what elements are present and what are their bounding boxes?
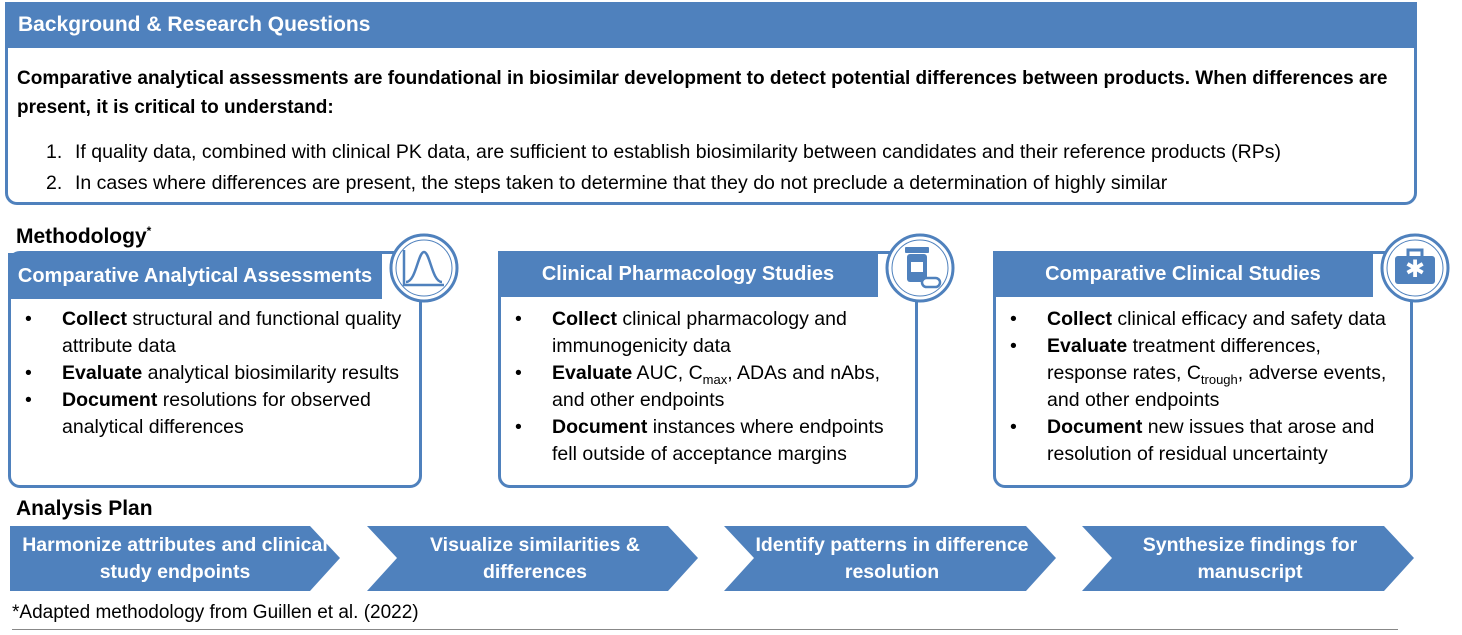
methodology-heading: Methodology* (16, 224, 151, 249)
bullet-verb: Collect (1047, 308, 1113, 330)
card-icon (885, 233, 955, 303)
question-list: 1. If quality data, combined with clinica… (46, 137, 1406, 199)
bullet-text: AUC, C (632, 362, 703, 384)
icon-case (1395, 256, 1435, 284)
card-icon: ✱ (1380, 233, 1450, 303)
icon-label (911, 262, 923, 272)
icon-cap (905, 247, 929, 253)
item-number: 1. (46, 141, 63, 163)
bullet-verb: Document (1047, 416, 1143, 438)
method-card (8, 251, 422, 488)
icon (402, 250, 444, 287)
bullet: Document instances where endpoints fell … (515, 414, 905, 468)
bullet-text: instances where endpoints fell outside o… (552, 416, 884, 465)
bullet-text: new issues that arose and resolution of … (1047, 416, 1375, 465)
bullet-text: clinical efficacy and safety data (1112, 308, 1386, 330)
bullet: Document resolutions for observed analyt… (25, 387, 409, 441)
card-title: Comparative Clinical Studies (993, 251, 1373, 297)
bullet-verb: Evaluate (1047, 335, 1128, 357)
card-bullets: Collect clinical pharmacology and immuno… (515, 306, 905, 468)
bullet: Collect clinical efficacy and safety dat… (1010, 306, 1400, 333)
icon-pill (920, 276, 942, 289)
subscript: trough (1200, 371, 1238, 387)
methodology-title: Methodology (16, 225, 147, 248)
step-label: Identify patterns in difference resoluti… (755, 534, 1029, 583)
step-label: Visualize similarities & differences (430, 534, 640, 583)
step-label: Synthesize findings for manuscript (1142, 534, 1358, 583)
analysis-title: Analysis Plan (16, 497, 153, 520)
bullet: Evaluate analytical biosimilarity result… (25, 360, 409, 387)
icon: ✱ (1395, 248, 1435, 284)
bullet: Evaluate AUC, Cmax, ADAs and nAbs, and o… (515, 360, 905, 414)
card-title: Comparative Analytical Assessments (8, 253, 382, 299)
background-intro: Comparative analytical assessments are f… (17, 68, 1388, 118)
card-icon (389, 233, 459, 303)
bullet-verb: Evaluate (62, 362, 143, 384)
chevron (724, 526, 1056, 591)
chevron (367, 526, 698, 591)
analysis-arrows (10, 526, 1414, 591)
question-item: 2. In cases where differences are present… (46, 168, 1406, 199)
chevron (1082, 526, 1414, 591)
icon-inner (395, 239, 453, 297)
bullet: Collect structural and functional qualit… (25, 306, 409, 360)
step-label: Harmonize attributes and clinical study … (22, 534, 328, 583)
chevron (10, 526, 340, 591)
bullet-verb: Document (62, 389, 158, 411)
icon-axis (402, 250, 444, 287)
item-text: In cases where differences are present, … (75, 172, 1168, 194)
footnote: *Adapted methodology from Guillen et al.… (12, 602, 419, 623)
methodology-mark: * (146, 224, 152, 238)
background-title: Background & Research Questions (5, 2, 1417, 48)
item-number: 2. (46, 172, 63, 194)
bullet: Evaluate treatment differences, response… (1010, 333, 1400, 414)
icon (905, 247, 942, 289)
bullet-text: treatment differences, response rates, C (1047, 335, 1321, 384)
card-bullets: Collect structural and functional qualit… (25, 306, 409, 441)
bullet-verb: Evaluate (552, 362, 633, 384)
question-item: 1. If quality data, combined with clinica… (46, 137, 1406, 168)
bullet: Collect clinical pharmacology and immuno… (515, 306, 905, 360)
subscript: max (702, 371, 728, 387)
card-title: Clinical Pharmacology Studies (498, 251, 878, 297)
card-bullets: Collect clinical efficacy and safety dat… (1010, 306, 1400, 468)
background-box (5, 2, 1417, 205)
bullet-text: resolutions for observed analytical diff… (62, 389, 371, 438)
bullet-verb: Document (552, 416, 648, 438)
bullet-text: , adverse events, and other endpoints (1047, 362, 1387, 411)
bullet-verb: Collect (552, 308, 618, 330)
bullet-text: clinical pharmacology and immunogenicity… (552, 308, 847, 357)
icon-handle (1406, 248, 1424, 256)
bullet-text: structural and functional quality attrib… (62, 308, 402, 357)
bullet: Document new issues that arose and resol… (1010, 414, 1400, 468)
icon-star: ✱ (1405, 256, 1425, 283)
icon-curve (405, 250, 443, 284)
bullet-text: analytical biosimilarity results (142, 362, 400, 384)
bullet-verb: Collect (62, 308, 128, 330)
bullet-text: , ADAs and nAbs, and other endpoints (552, 362, 881, 411)
item-text: If quality data, combined with clinical … (75, 141, 1282, 163)
rule (12, 629, 1398, 630)
